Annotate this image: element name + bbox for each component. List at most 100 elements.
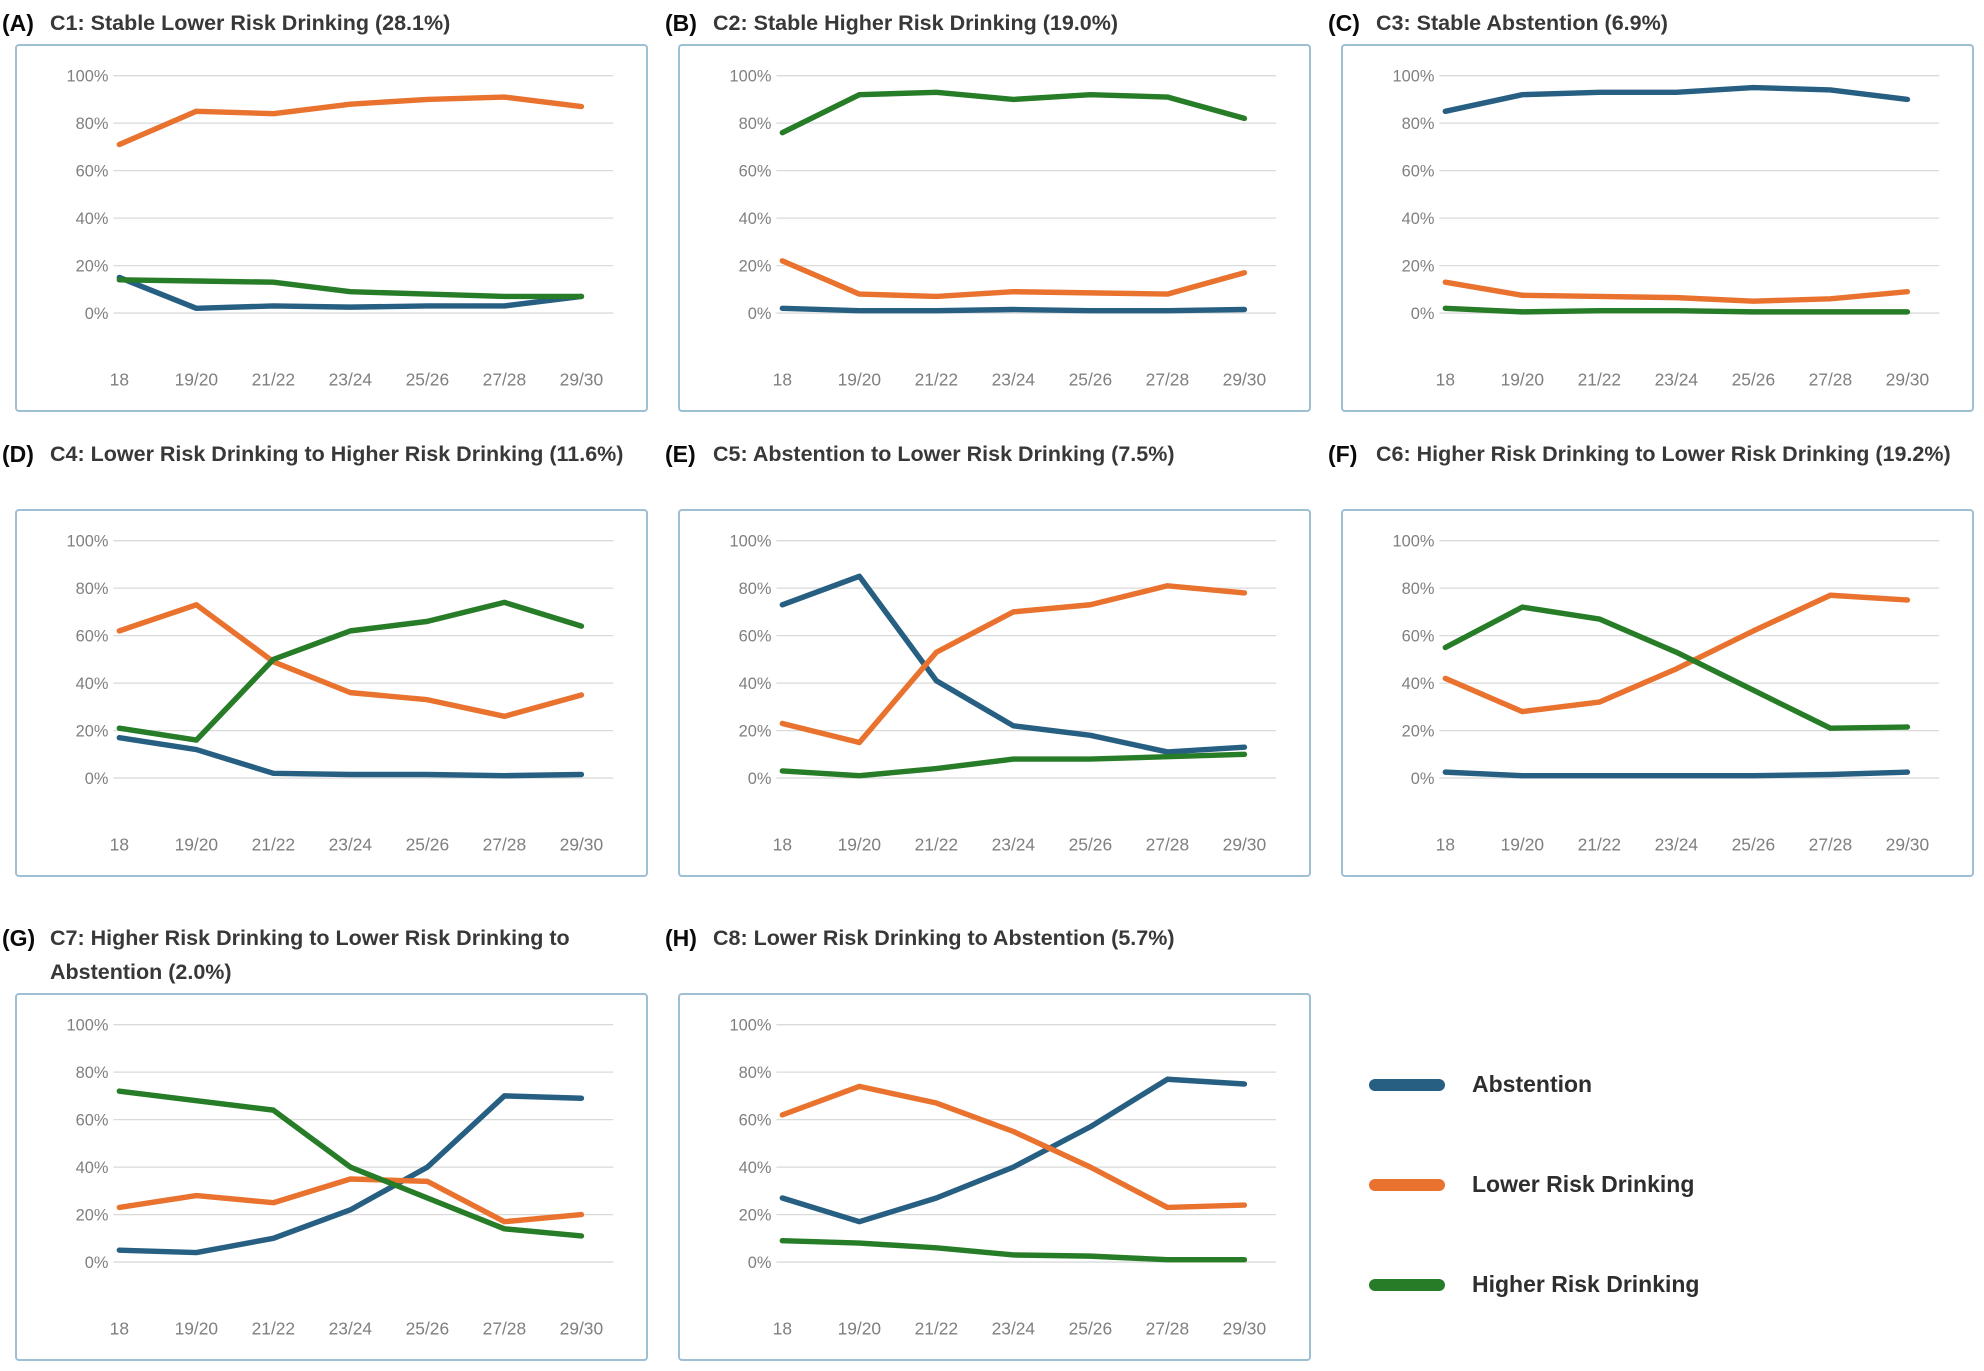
panel-g-letter: (G) xyxy=(2,925,36,951)
svg-text:27/28: 27/28 xyxy=(1809,834,1852,854)
svg-text:19/20: 19/20 xyxy=(1501,369,1544,389)
svg-text:23/24: 23/24 xyxy=(329,369,373,389)
svg-text:60%: 60% xyxy=(76,1112,109,1130)
legend-swatch-lower-risk xyxy=(1369,1178,1445,1191)
svg-text:27/28: 27/28 xyxy=(1146,1318,1189,1338)
panel-c-title: (C) C3: Stable Abstention (6.9%) xyxy=(1328,6,1974,44)
panel-e-chart-box: 100% 80% 60% 40% 20% 0% 18 19/20 21/22 23/24 25/26… xyxy=(678,509,1311,877)
panel-c-chart-box: 100% 80% 60% 40% 20% 0% 18 19/20 21/22 23/24 25/26… xyxy=(1341,44,1974,412)
panel-a-title: (A) C1: Stable Lower Risk Drinking (28.1… xyxy=(2,6,648,44)
svg-text:23/24: 23/24 xyxy=(992,834,1036,854)
svg-text:23/24: 23/24 xyxy=(992,1318,1036,1338)
panel-e-title-text: C5: Abstention to Lower Risk Drinking (7… xyxy=(713,442,1175,466)
panel-d: (D) C4: Lower Risk Drinking to Higher Ri… xyxy=(2,437,648,877)
svg-text:100%: 100% xyxy=(1393,533,1435,551)
panel-d-letter: (D) xyxy=(2,441,34,467)
panel-a-chart-box: 100% 80% 60% 40% 20% 0% 18 19/20 21/22 23/24 25/26… xyxy=(15,44,648,412)
panel-a: (A) C1: Stable Lower Risk Drinking (28.1… xyxy=(2,6,648,412)
panel-g-chart-box: 100% 80% 60% 40% 20% 0% 18 19/20 21/22 23/24 25/26… xyxy=(15,993,648,1361)
svg-text:29/30: 29/30 xyxy=(1223,369,1266,389)
svg-text:80%: 80% xyxy=(1402,115,1435,133)
svg-text:18: 18 xyxy=(110,369,129,389)
svg-text:20%: 20% xyxy=(1402,258,1435,276)
svg-text:19/20: 19/20 xyxy=(175,1318,218,1338)
panel-b-title: (B) C2: Stable Higher Risk Drinking (19.… xyxy=(665,6,1311,44)
legend-label-higher-risk: Higher Risk Drinking xyxy=(1472,1271,1700,1297)
svg-text:100%: 100% xyxy=(1393,68,1435,86)
svg-text:23/24: 23/24 xyxy=(1655,834,1699,854)
svg-text:80%: 80% xyxy=(739,580,772,598)
svg-text:40%: 40% xyxy=(739,1159,772,1177)
svg-text:20%: 20% xyxy=(739,258,772,276)
panel-d-title: (D) C4: Lower Risk Drinking to Higher Ri… xyxy=(2,437,648,509)
panel-e-title: (E) C5: Abstention to Lower Risk Drinkin… xyxy=(665,437,1311,509)
legend-item-higher-risk: Higher Risk Drinking xyxy=(1369,1271,1974,1298)
svg-text:29/30: 29/30 xyxy=(1223,834,1266,854)
panel-d-title-text: C4: Lower Risk Drinking to Higher Risk D… xyxy=(50,442,624,466)
panel-d-line-chart: 100% 80% 60% 40% 20% 0% 18 19/20 21/22 23/24 25/26… xyxy=(67,533,614,854)
svg-text:18: 18 xyxy=(1436,834,1455,854)
panel-f-title-text: C6: Higher Risk Drinking to Lower Risk D… xyxy=(1376,442,1951,466)
svg-text:60%: 60% xyxy=(76,628,109,646)
panel-h-title: (H) C8: Lower Risk Drinking to Abstentio… xyxy=(665,921,1311,993)
svg-text:21/22: 21/22 xyxy=(252,1318,295,1338)
svg-text:20%: 20% xyxy=(739,1207,772,1225)
svg-text:19/20: 19/20 xyxy=(1501,834,1544,854)
svg-text:29/30: 29/30 xyxy=(560,369,603,389)
panel-e-line-chart: 100% 80% 60% 40% 20% 0% 18 19/20 21/22 23/24 25/26… xyxy=(730,533,1277,854)
svg-text:20%: 20% xyxy=(76,258,109,276)
panel-g-title: (G) C7: Higher Risk Drinking to Lower Ri… xyxy=(2,921,648,993)
panel-g-title-text: C7: Higher Risk Drinking to Lower Risk D… xyxy=(50,926,570,984)
svg-text:29/30: 29/30 xyxy=(1886,369,1929,389)
svg-text:0%: 0% xyxy=(748,770,772,788)
panel-e: (E) C5: Abstention to Lower Risk Drinkin… xyxy=(665,437,1311,877)
svg-text:19/20: 19/20 xyxy=(838,369,881,389)
svg-text:0%: 0% xyxy=(748,1254,772,1272)
svg-text:40%: 40% xyxy=(1402,675,1435,693)
svg-text:21/22: 21/22 xyxy=(252,834,295,854)
svg-text:60%: 60% xyxy=(739,1112,772,1130)
svg-text:40%: 40% xyxy=(76,1159,109,1177)
svg-text:25/26: 25/26 xyxy=(406,834,449,854)
svg-text:21/22: 21/22 xyxy=(252,369,295,389)
panel-d-chart-box: 100% 80% 60% 40% 20% 0% 18 19/20 21/22 23/24 25/26… xyxy=(15,509,648,877)
svg-text:21/22: 21/22 xyxy=(1578,834,1621,854)
legend-item-abstention: Abstention xyxy=(1369,1071,1974,1098)
svg-text:29/30: 29/30 xyxy=(1223,1318,1266,1338)
figure-row-1: (A) C1: Stable Lower Risk Drinking (28.1… xyxy=(2,6,1984,412)
panel-h-chart-box: 100% 80% 60% 40% 20% 0% 18 19/20 21/22 23/24 25/26… xyxy=(678,993,1311,1361)
panel-a-letter: (A) xyxy=(2,10,34,36)
svg-text:25/26: 25/26 xyxy=(1069,1318,1112,1338)
svg-text:40%: 40% xyxy=(1402,210,1435,228)
svg-text:100%: 100% xyxy=(730,533,772,551)
svg-text:80%: 80% xyxy=(1402,580,1435,598)
svg-text:25/26: 25/26 xyxy=(406,1318,449,1338)
svg-text:100%: 100% xyxy=(730,68,772,86)
svg-text:100%: 100% xyxy=(67,533,109,551)
panel-b-chart-box: 100% 80% 60% 40% 20% 0% 18 19/20 21/22 23/24 25/26… xyxy=(678,44,1311,412)
panel-b-title-text: C2: Stable Higher Risk Drinking (19.0%) xyxy=(713,11,1119,35)
svg-text:40%: 40% xyxy=(76,675,109,693)
svg-text:29/30: 29/30 xyxy=(1886,834,1929,854)
panel-b: (B) C2: Stable Higher Risk Drinking (19.… xyxy=(665,6,1311,412)
svg-text:40%: 40% xyxy=(76,210,109,228)
panel-f-letter: (F) xyxy=(1328,441,1358,467)
legend-item-lower-risk: Lower Risk Drinking xyxy=(1369,1171,1974,1198)
legend-label-lower-risk: Lower Risk Drinking xyxy=(1472,1171,1695,1197)
panel-b-line-chart: 100% 80% 60% 40% 20% 0% 18 19/20 21/22 23/24 25/26… xyxy=(730,68,1277,389)
svg-text:80%: 80% xyxy=(76,115,109,133)
panel-c-letter: (C) xyxy=(1328,10,1360,36)
svg-text:20%: 20% xyxy=(739,723,772,741)
svg-text:23/24: 23/24 xyxy=(1655,369,1699,389)
legend: Abstention Lower Risk Drinking Higher Ri… xyxy=(1341,921,1974,1371)
panel-c: (C) C3: Stable Abstention (6.9%) 100% 80%… xyxy=(1328,6,1974,412)
panel-g-line-chart: 100% 80% 60% 40% 20% 0% 18 19/20 21/22 23/24 25/26… xyxy=(67,1017,614,1338)
panel-h-title-text: C8: Lower Risk Drinking to Abstention (5… xyxy=(713,926,1175,950)
svg-text:27/28: 27/28 xyxy=(483,369,526,389)
figure-row-2: (D) C4: Lower Risk Drinking to Higher Ri… xyxy=(2,437,1984,877)
svg-text:21/22: 21/22 xyxy=(915,834,958,854)
svg-text:27/28: 27/28 xyxy=(1146,834,1189,854)
legend-swatch-abstention xyxy=(1369,1078,1445,1091)
svg-text:18: 18 xyxy=(110,834,129,854)
svg-text:0%: 0% xyxy=(85,305,109,323)
